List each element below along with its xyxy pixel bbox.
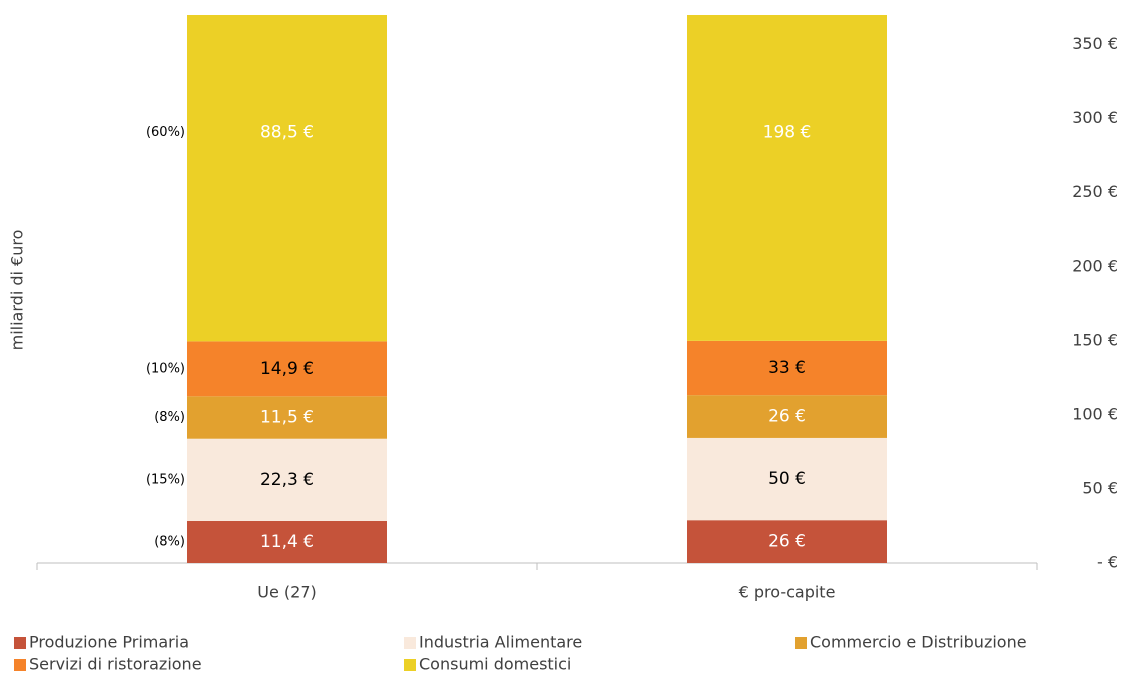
bar-segment (187, 438, 387, 521)
bar-segment (687, 520, 887, 563)
bar-segment (187, 396, 387, 439)
legend-label: Commercio e Distribuzione (810, 633, 1027, 652)
bar-segment (687, 340, 887, 396)
legend-label: Consumi domestici (419, 655, 571, 674)
legend-swatch (795, 637, 807, 649)
share-label: (15%) (146, 472, 185, 487)
y2-tick-label: 50 € (1082, 478, 1118, 497)
value-label: 26 € (768, 532, 806, 552)
value-label: 198 € (763, 122, 812, 142)
y-axis-title: miliardi di €uro (8, 230, 27, 351)
share-label: (8%) (154, 410, 185, 425)
legend-label: Servizi di ristorazione (29, 655, 202, 674)
value-label: 11,5 € (260, 408, 314, 428)
bar-segment (687, 437, 887, 521)
bar-segment (687, 395, 887, 438)
value-label: 88,5 € (260, 122, 314, 142)
share-label: (60%) (146, 125, 185, 140)
y2-tick-label: - € (1097, 553, 1118, 572)
bar-segment (187, 15, 387, 342)
y2-tick-label: 200 € (1072, 256, 1118, 275)
y2-tick-label: 150 € (1072, 330, 1118, 349)
legend-label: Produzione Primaria (29, 633, 189, 652)
value-label: 50 € (768, 469, 806, 489)
bar-segment (687, 15, 887, 341)
y2-tick-label: 250 € (1072, 182, 1118, 201)
legend-swatch (404, 659, 416, 671)
bar-segment (187, 341, 387, 397)
legend-swatch (14, 637, 26, 649)
x-tick-label: Ue (27) (257, 583, 316, 602)
value-label: 11,4 € (260, 532, 314, 552)
y2-tick-label: 100 € (1072, 404, 1118, 423)
y2-tick-label: 350 € (1072, 34, 1118, 53)
x-tick-label: € pro-capite (739, 583, 836, 602)
legend-swatch (404, 637, 416, 649)
value-label: 33 € (768, 358, 806, 378)
share-label: (8%) (154, 534, 185, 549)
share-label: (10%) (146, 361, 185, 376)
legend-swatch (14, 659, 26, 671)
bar-segment (187, 520, 387, 563)
value-label: 22,3 € (260, 470, 314, 490)
value-label: 26 € (768, 407, 806, 427)
legend-label: Industria Alimentare (419, 633, 582, 652)
y2-tick-label: 300 € (1072, 108, 1118, 127)
value-label: 14,9 € (260, 359, 314, 379)
